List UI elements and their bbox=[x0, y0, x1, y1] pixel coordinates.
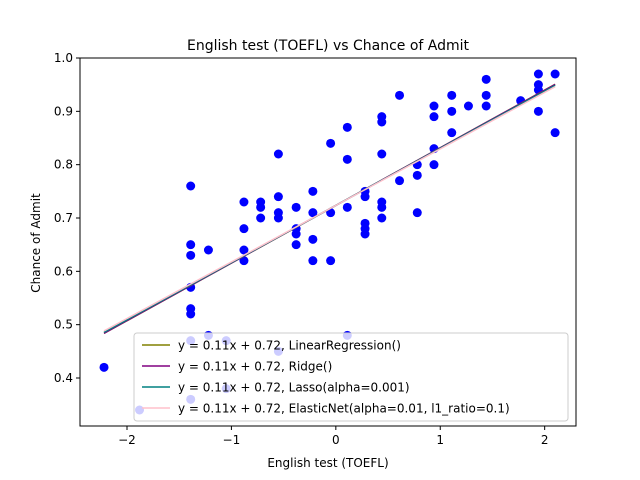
x-tick-label: 2 bbox=[541, 433, 549, 447]
data-point bbox=[377, 213, 387, 223]
y-tick-label: 1.0 bbox=[54, 51, 73, 65]
data-point bbox=[377, 117, 387, 127]
data-point bbox=[342, 154, 352, 164]
data-point bbox=[533, 69, 543, 79]
y-tick-label: 0.8 bbox=[54, 158, 73, 172]
data-point bbox=[326, 256, 336, 266]
legend-label: y = 0.11x + 0.72, Ridge() bbox=[178, 360, 332, 374]
x-axis-label: English test (TOEFL) bbox=[267, 456, 388, 470]
data-point bbox=[291, 240, 301, 250]
data-point bbox=[186, 250, 196, 260]
data-point bbox=[342, 202, 352, 212]
regression-line bbox=[103, 86, 556, 332]
chart-title: English test (TOEFL) vs Chance of Admit bbox=[187, 38, 470, 54]
data-point bbox=[342, 122, 352, 132]
x-tick-label: 1 bbox=[436, 433, 444, 447]
data-point bbox=[291, 229, 301, 239]
y-tick-label: 0.9 bbox=[54, 104, 73, 118]
data-point bbox=[326, 138, 336, 148]
data-point bbox=[308, 256, 318, 266]
data-point bbox=[412, 170, 422, 180]
x-tick-label: 0 bbox=[332, 433, 340, 447]
y-tick-label: 0.5 bbox=[54, 318, 73, 332]
data-point bbox=[429, 112, 439, 122]
data-point bbox=[377, 202, 387, 212]
data-point bbox=[186, 181, 196, 191]
data-point bbox=[447, 106, 457, 116]
data-point bbox=[463, 101, 473, 111]
data-point bbox=[239, 197, 249, 207]
data-point bbox=[550, 69, 560, 79]
legend: y = 0.11x + 0.72, LinearRegression() y = … bbox=[133, 332, 569, 422]
data-point bbox=[447, 90, 457, 100]
data-point bbox=[186, 309, 196, 319]
data-point bbox=[273, 149, 283, 159]
data-point bbox=[203, 245, 213, 255]
data-point bbox=[412, 208, 422, 218]
data-point bbox=[99, 362, 109, 372]
data-point bbox=[308, 186, 318, 196]
data-point bbox=[273, 192, 283, 202]
data-point bbox=[291, 202, 301, 212]
data-point bbox=[395, 176, 405, 186]
data-point bbox=[239, 256, 249, 266]
data-point bbox=[533, 106, 543, 116]
data-point bbox=[186, 240, 196, 250]
x-tick-label: −2 bbox=[118, 433, 136, 447]
data-point bbox=[273, 213, 283, 223]
data-point bbox=[481, 90, 491, 100]
data-point bbox=[550, 128, 560, 138]
data-point bbox=[481, 101, 491, 111]
y-axis-label: Chance of Admit bbox=[29, 193, 43, 293]
data-point bbox=[256, 202, 266, 212]
data-point bbox=[395, 90, 405, 100]
axis-ticks: −2 −1 0 1 2 0.4 0.5 0.6 0.7 0.8 0.9 1.0 bbox=[54, 51, 549, 447]
data-point bbox=[360, 229, 370, 239]
data-point bbox=[239, 245, 249, 255]
data-point bbox=[377, 149, 387, 159]
data-point bbox=[429, 160, 439, 170]
legend-label: y = 0.11x + 0.72, Lasso(alpha=0.001) bbox=[178, 381, 410, 395]
y-tick-label: 0.7 bbox=[54, 211, 73, 225]
legend-label: y = 0.11x + 0.72, LinearRegression() bbox=[178, 339, 401, 353]
y-tick-label: 0.4 bbox=[54, 371, 73, 385]
data-point bbox=[326, 208, 336, 218]
data-point bbox=[308, 208, 318, 218]
data-point bbox=[239, 224, 249, 234]
x-tick-label: −1 bbox=[223, 433, 241, 447]
y-tick-label: 0.6 bbox=[54, 264, 73, 278]
legend-box bbox=[133, 332, 569, 422]
data-point bbox=[360, 192, 370, 202]
data-point bbox=[481, 74, 491, 84]
data-point bbox=[308, 234, 318, 244]
data-point bbox=[256, 213, 266, 223]
axes-frame bbox=[79, 57, 577, 427]
data-point bbox=[429, 101, 439, 111]
data-point bbox=[447, 128, 457, 138]
legend-label: y = 0.11x + 0.72, ElasticNet(alpha=0.01,… bbox=[178, 402, 510, 416]
